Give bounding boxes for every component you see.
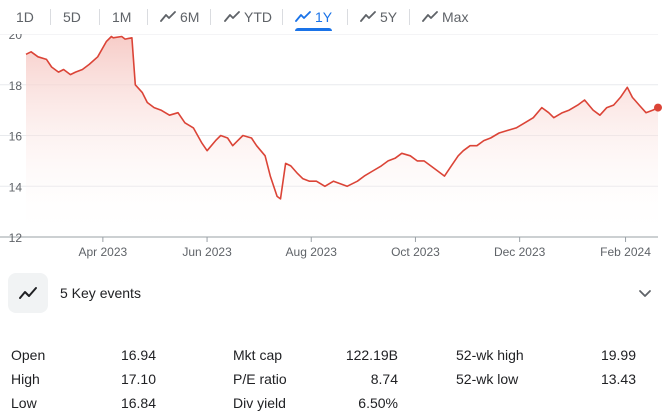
tab-1y[interactable]: 1Y: [295, 0, 333, 34]
stat-value: 122.19B: [345, 347, 398, 363]
x-tick-label: Feb 2024: [600, 245, 651, 259]
stat-label: Open: [11, 347, 46, 363]
trend-icon: [295, 11, 311, 23]
trend-icon: [360, 11, 376, 23]
price-line: [25, 35, 659, 200]
stat-value: 17.10: [120, 371, 156, 387]
tab-max[interactable]: Max: [422, 0, 468, 34]
tab-label: 1D: [16, 9, 34, 25]
x-tick-label: Jun 2023: [182, 245, 232, 259]
stat-value: 19.99: [600, 347, 636, 363]
y-tick-label: 12: [9, 231, 23, 245]
tab-separator: [282, 9, 283, 25]
tab-5d[interactable]: 5D: [63, 0, 81, 34]
tab-6m[interactable]: 6M: [160, 0, 199, 34]
y-axis-ticks: 20 18 16 14 12: [9, 34, 23, 245]
tab-separator: [147, 9, 148, 25]
tab-label: 5Y: [380, 9, 398, 25]
key-events-icon-box: [8, 273, 48, 313]
stat-label: P/E ratio: [233, 371, 287, 387]
stat-value: 8.74: [370, 371, 398, 387]
trend-icon: [160, 11, 176, 23]
tab-separator: [409, 9, 410, 25]
range-tabs: 1D 5D 1M 6M YTD 1Y 5Y Max: [0, 0, 669, 34]
trend-icon: [19, 287, 37, 299]
stat-label: 52-wk low: [456, 371, 519, 387]
y-tick-label: 18: [9, 79, 23, 93]
tab-1d[interactable]: 1D: [16, 0, 34, 34]
key-events-label: 5 Key events: [60, 285, 141, 301]
x-tick-label: Apr 2023: [79, 245, 128, 259]
x-tick-label: Oct 2023: [391, 245, 440, 259]
tab-ytd[interactable]: YTD: [224, 0, 272, 34]
stats-row: High 17.10 P/E ratio 8.74 52-wk low 13.43: [0, 371, 669, 391]
tab-separator: [50, 9, 51, 25]
y-tick-label: 16: [9, 130, 23, 144]
x-axis-ticks: Apr 2023 Jun 2023 Aug 2023 Oct 2023 Dec 2023…: [79, 237, 651, 259]
chevron-down-icon[interactable]: [637, 285, 653, 301]
tab-label: Max: [442, 9, 469, 25]
stat-value: 16.84: [120, 395, 156, 411]
tab-separator: [99, 9, 100, 25]
price-area: [26, 36, 658, 237]
tab-1m[interactable]: 1M: [112, 0, 131, 34]
tab-separator: [347, 9, 348, 25]
stat-label: Low: [11, 395, 37, 411]
active-tab-indicator: [295, 28, 333, 31]
last-price-point[interactable]: [654, 103, 662, 112]
tab-5y[interactable]: 5Y: [360, 0, 397, 34]
tab-label: 1Y: [315, 9, 333, 25]
tab-label: YTD: [244, 9, 272, 25]
x-tick-label: Aug 2023: [286, 245, 338, 259]
stat-label: Mkt cap: [233, 347, 283, 363]
y-tick-label: 20: [9, 34, 23, 42]
stat-label: 52-wk high: [456, 347, 524, 363]
y-tick-label: 14: [9, 180, 23, 194]
stats-row: Open 16.94 Mkt cap 122.19B 52-wk high 19.99: [0, 347, 669, 367]
key-events-row[interactable]: 5 Key events: [8, 273, 661, 315]
stats-row: Low 16.84 Div yield 6.50%: [0, 395, 669, 415]
tab-label: 6M: [180, 9, 200, 25]
tab-separator: [210, 9, 211, 25]
trend-icon: [224, 11, 240, 23]
price-chart: 20 18 16 14 12 Apr 2023 Jun 2023 Aug 2023 Oct 2…: [0, 34, 662, 259]
stat-value: 6.50%: [358, 395, 398, 411]
stat-label: Div yield: [233, 395, 286, 411]
tab-label: 5D: [63, 9, 81, 25]
stat-label: High: [11, 371, 40, 387]
stat-value: 13.43: [600, 371, 636, 387]
tab-label: 1M: [112, 9, 132, 25]
trend-icon: [422, 11, 438, 23]
x-tick-label: Dec 2023: [494, 245, 546, 259]
stat-value: 16.94: [120, 347, 156, 363]
